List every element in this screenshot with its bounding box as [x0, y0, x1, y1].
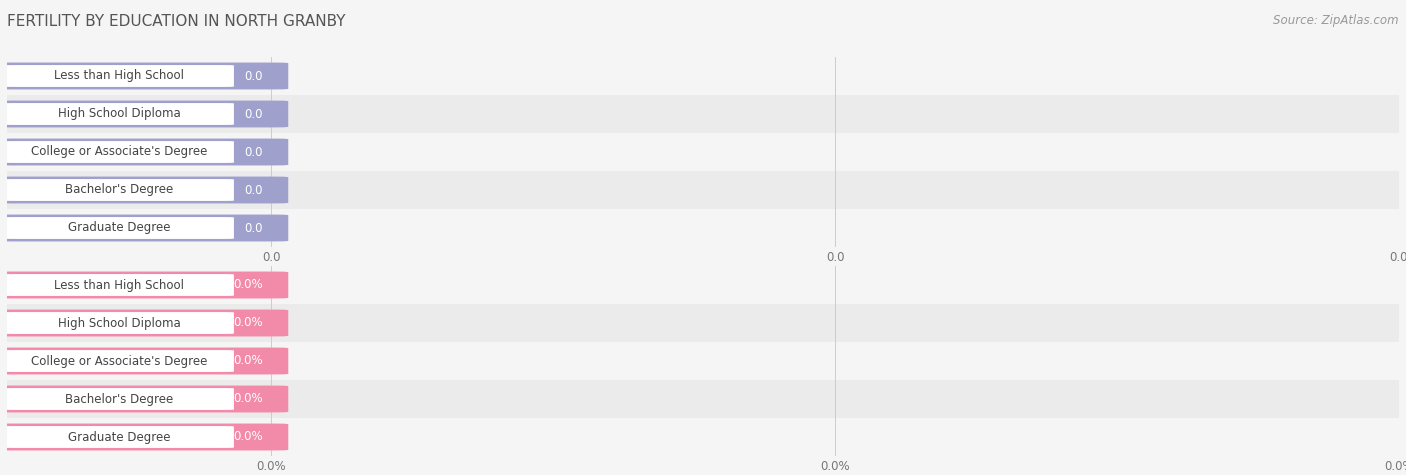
Text: 0.0%: 0.0% — [233, 392, 263, 406]
FancyBboxPatch shape — [4, 388, 233, 410]
Bar — [7, 95, 1399, 133]
Bar — [7, 133, 1399, 171]
Text: Less than High School: Less than High School — [53, 69, 184, 83]
Text: 0.0: 0.0 — [245, 69, 263, 83]
FancyBboxPatch shape — [0, 272, 288, 298]
FancyBboxPatch shape — [0, 177, 288, 203]
Text: 0.0: 0.0 — [245, 145, 263, 159]
FancyBboxPatch shape — [0, 424, 288, 450]
Bar — [7, 380, 1399, 418]
FancyBboxPatch shape — [0, 272, 288, 298]
Text: Source: ZipAtlas.com: Source: ZipAtlas.com — [1274, 14, 1399, 27]
FancyBboxPatch shape — [4, 274, 233, 296]
FancyBboxPatch shape — [0, 139, 288, 165]
FancyBboxPatch shape — [0, 215, 288, 241]
FancyBboxPatch shape — [4, 217, 233, 239]
Text: 0.0%: 0.0% — [233, 316, 263, 330]
Text: High School Diploma: High School Diploma — [58, 316, 180, 330]
FancyBboxPatch shape — [0, 215, 288, 241]
FancyBboxPatch shape — [0, 139, 288, 165]
FancyBboxPatch shape — [0, 386, 288, 412]
Text: 0.0%: 0.0% — [233, 354, 263, 368]
Bar — [7, 342, 1399, 380]
Text: High School Diploma: High School Diploma — [58, 107, 180, 121]
FancyBboxPatch shape — [4, 141, 233, 163]
FancyBboxPatch shape — [4, 312, 233, 334]
FancyBboxPatch shape — [0, 310, 288, 336]
Bar — [7, 209, 1399, 247]
FancyBboxPatch shape — [4, 426, 233, 448]
FancyBboxPatch shape — [4, 103, 233, 125]
FancyBboxPatch shape — [0, 177, 288, 203]
Text: Graduate Degree: Graduate Degree — [67, 430, 170, 444]
FancyBboxPatch shape — [0, 424, 288, 450]
Bar — [7, 304, 1399, 342]
FancyBboxPatch shape — [0, 63, 288, 89]
FancyBboxPatch shape — [0, 101, 288, 127]
Text: 0.0: 0.0 — [245, 107, 263, 121]
Bar — [7, 57, 1399, 95]
Bar — [7, 266, 1399, 304]
Text: Bachelor's Degree: Bachelor's Degree — [65, 183, 173, 197]
Text: Graduate Degree: Graduate Degree — [67, 221, 170, 235]
Text: 0.0: 0.0 — [245, 183, 263, 197]
FancyBboxPatch shape — [0, 386, 288, 412]
Text: 0.0: 0.0 — [245, 221, 263, 235]
Text: Bachelor's Degree: Bachelor's Degree — [65, 392, 173, 406]
Text: FERTILITY BY EDUCATION IN NORTH GRANBY: FERTILITY BY EDUCATION IN NORTH GRANBY — [7, 14, 346, 29]
Text: Less than High School: Less than High School — [53, 278, 184, 292]
Bar — [7, 171, 1399, 209]
FancyBboxPatch shape — [4, 350, 233, 372]
Text: 0.0%: 0.0% — [233, 278, 263, 292]
FancyBboxPatch shape — [0, 101, 288, 127]
FancyBboxPatch shape — [0, 63, 288, 89]
Text: College or Associate's Degree: College or Associate's Degree — [31, 354, 207, 368]
FancyBboxPatch shape — [4, 179, 233, 201]
FancyBboxPatch shape — [0, 348, 288, 374]
FancyBboxPatch shape — [0, 310, 288, 336]
FancyBboxPatch shape — [4, 65, 233, 87]
FancyBboxPatch shape — [0, 348, 288, 374]
Text: 0.0%: 0.0% — [233, 430, 263, 444]
Text: College or Associate's Degree: College or Associate's Degree — [31, 145, 207, 159]
Bar — [7, 418, 1399, 456]
